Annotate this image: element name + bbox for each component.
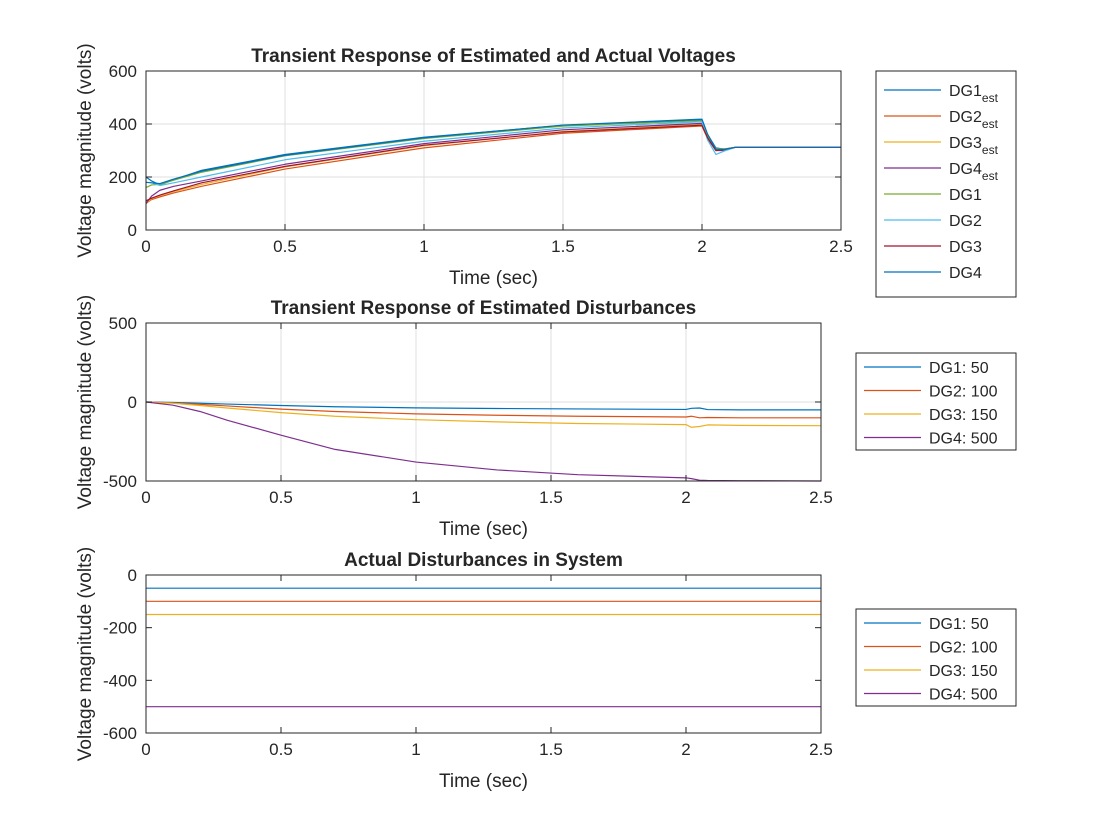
legend-label-text: DG3 [949,135,982,152]
legend-label-text: DG1: 50 [929,616,989,633]
x-tick-label: 0 [141,237,150,256]
series-line-6 [145,121,841,187]
x-tick-label: 1.5 [551,237,575,256]
y-tick-label: 400 [109,115,137,134]
x-tick-label: 0.5 [269,740,293,759]
y-tick-label: 0 [128,566,137,585]
y-tick-label: 0 [128,221,137,240]
y-tick-label: 200 [109,168,137,187]
series-line-1 [145,401,821,411]
legend-label: DG1: 50 [929,360,989,377]
y-axis-label: Voltage magnitude (volts) [75,547,96,761]
x-tick-label: 2.5 [809,740,833,759]
legend-label: DG3est [949,135,999,157]
legend-label-subscript: est [982,143,999,157]
series-line-1 [145,119,841,186]
y-axis-label: Voltage magnitude (volts) [75,295,96,509]
legend-label: DG4: 500 [929,431,998,448]
chart-title: Actual Disturbances in System [344,550,623,571]
y-tick-label: -600 [103,724,137,743]
y-tick-label: 600 [109,62,137,81]
y-axis-label: Voltage magnitude (volts) [75,43,96,257]
legend-label: DG4: 500 [929,687,998,704]
series-line-4 [145,401,822,482]
x-tick-label: 0 [141,740,150,759]
series-line-2 [145,401,821,419]
y-tick-label: 0 [128,393,137,412]
legend: DG1: 50 DG2: 100 DG3: 150 DG4: 500 [855,352,1017,451]
legend-label: DG3: 150 [929,663,998,680]
legend-label: DG2: 100 [929,640,998,657]
series-line-3 [145,401,822,428]
legend-label: DG4 [949,265,982,282]
plot-frame [145,70,842,231]
x-tick-label: 2.5 [809,488,833,507]
chart-3: 0 0.5 1 1.5 2 2.5 -600 -400 -200 0 Actual Disturba… [75,547,1017,792]
legend-label-text: DG2 [949,213,982,230]
x-tick-label: 1.5 [539,740,563,759]
chart-title: Transient Response of Estimated and Actu… [251,46,736,67]
x-tick-label: 2 [681,740,690,759]
series-line-2 [145,125,841,204]
legend-label-text: DG1 [949,187,982,204]
chart-title: Transient Response of Estimated Disturba… [271,298,697,319]
legend-label: DG2: 100 [929,384,998,401]
legend-label: DG2est [949,109,999,131]
x-tick-label: 1 [411,488,420,507]
legend-label: DG3: 150 [929,407,998,424]
legend-box [855,608,1017,707]
legend-label-text: DG4 [949,265,982,282]
legend-label-text: DG3: 150 [929,663,998,680]
legend-label: DG1 [949,187,982,204]
legend-label-text: DG4: 500 [929,687,998,704]
y-tick-label: -200 [103,619,137,638]
legend-label-subscript: est [982,117,999,131]
chart-1: 0 0.5 1 1.5 2 2.5 0 200 400 600 Transient Response… [75,43,1017,298]
legend-label-text: DG3: 150 [929,407,998,424]
legend-label-subscript: est [982,91,999,105]
x-tick-label: 1.5 [539,488,563,507]
legend: DG1: 50 DG2: 100 DG3: 150 DG4: 500 [855,608,1017,707]
legend-label-text: DG3 [949,239,982,256]
legend-label-text: DG2 [949,109,982,126]
legend-label-text: DG2: 100 [929,384,998,401]
x-tick-label: 0.5 [273,237,297,256]
plot-frame [145,574,822,734]
legend-label: DG2 [949,213,982,230]
y-tick-label: 500 [109,314,137,333]
x-tick-label: 0.5 [269,488,293,507]
x-tick-label: 1 [411,740,420,759]
x-tick-label: 1 [419,237,428,256]
y-tick-label: -400 [103,671,137,690]
legend-box [855,352,1017,451]
legend-label-text: DG4 [949,161,982,178]
x-tick-label: 2 [697,237,706,256]
legend-label: DG4est [949,161,999,183]
x-axis-label: Time (sec) [449,268,538,289]
legend-label: DG3 [949,239,982,256]
x-tick-label: 0 [141,488,150,507]
x-tick-label: 2.5 [829,237,853,256]
y-tick-label: -500 [103,472,137,491]
legend-label-text: DG1 [949,83,982,100]
x-axis-label: Time (sec) [439,519,528,540]
legend-label-text: DG1: 50 [929,360,989,377]
legend-label: DG1est [949,83,999,105]
x-axis-label: Time (sec) [439,771,528,792]
series-line-4 [145,122,841,204]
legend-label-subscript: est [982,169,999,183]
legend-label: DG1: 50 [929,616,989,633]
legend-box [875,70,1017,298]
x-tick-label: 2 [681,488,690,507]
series-line-8 [145,118,841,185]
legend-label-text: DG2: 100 [929,640,998,657]
legend-label-text: DG4: 500 [929,431,998,448]
